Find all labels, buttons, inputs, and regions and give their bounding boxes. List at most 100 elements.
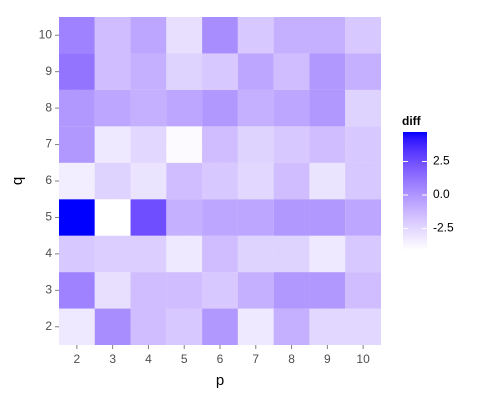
y-axis-label: q (9, 177, 26, 185)
tile (166, 199, 203, 236)
tile (59, 126, 95, 163)
tile (273, 199, 310, 236)
tile (166, 17, 203, 54)
tile (345, 53, 381, 90)
x-tick-label: 9 (324, 352, 331, 366)
tile (273, 272, 310, 309)
tile (202, 89, 238, 127)
tile (130, 17, 167, 54)
tile (273, 17, 310, 54)
tile (237, 199, 274, 236)
tile (345, 126, 381, 163)
tile (130, 126, 167, 163)
tile (237, 162, 274, 200)
tile (94, 17, 131, 54)
y-tick-label: 3 (45, 283, 52, 297)
tile (273, 126, 310, 163)
tile (309, 162, 346, 200)
x-tick-label: 8 (288, 352, 295, 366)
tile (94, 308, 131, 345)
tile (130, 272, 167, 309)
tile (94, 272, 131, 309)
tile (59, 162, 95, 200)
x-tick-label: 10 (356, 352, 370, 366)
tile (202, 53, 238, 90)
tile (166, 126, 203, 163)
x-tick-label: 4 (145, 352, 152, 366)
tile (237, 272, 274, 309)
tile (309, 126, 346, 163)
x-tick-label: 6 (217, 352, 224, 366)
tile (94, 235, 131, 273)
tile (166, 308, 203, 345)
tile (59, 235, 95, 273)
tile (237, 308, 274, 345)
x-tick-label: 7 (252, 352, 259, 366)
tile (309, 235, 346, 273)
tile (273, 308, 310, 345)
tile (202, 17, 238, 54)
legend-title: diff (402, 114, 422, 128)
colorbar (403, 132, 427, 250)
y-tick-label: 8 (45, 100, 52, 114)
tile (59, 17, 95, 54)
tile (166, 272, 203, 309)
tile (94, 53, 131, 90)
tile (166, 53, 203, 90)
x-tick-label: 2 (74, 352, 81, 366)
tile (237, 17, 274, 54)
tile (345, 235, 381, 273)
x-tick-label: 5 (181, 352, 188, 366)
x-tick-label: 3 (109, 352, 116, 366)
tile (345, 89, 381, 127)
tile (345, 162, 381, 200)
tile (130, 162, 167, 200)
tile (273, 89, 310, 127)
legend-label: 0.0 (433, 187, 450, 201)
tile (59, 53, 95, 90)
tile (202, 126, 238, 163)
tile (130, 235, 167, 273)
x-axis-label: p (216, 372, 224, 389)
y-tick-label: 4 (45, 246, 52, 260)
tile (130, 199, 167, 236)
tile (309, 199, 346, 236)
tile (166, 235, 203, 273)
tile (345, 199, 381, 236)
tile (345, 308, 381, 345)
tile (59, 199, 95, 236)
tile (59, 89, 95, 127)
tile (273, 162, 310, 200)
tile (130, 308, 167, 345)
tile (59, 272, 95, 309)
tile (237, 89, 274, 127)
y-tick-label: 5 (45, 210, 52, 224)
tile (166, 162, 203, 200)
tile (273, 53, 310, 90)
tile (130, 53, 167, 90)
tile (166, 89, 203, 127)
tile (94, 199, 131, 236)
y-tick-label: 7 (45, 137, 52, 151)
tile (237, 126, 274, 163)
tile (59, 308, 95, 345)
tile (345, 272, 381, 309)
tile (202, 235, 238, 273)
tile (273, 235, 310, 273)
tile (94, 162, 131, 200)
tile (309, 17, 346, 54)
tile (202, 199, 238, 236)
tile (345, 17, 381, 54)
tile (94, 89, 131, 127)
tile (130, 89, 167, 127)
tile (202, 308, 238, 345)
tile (309, 89, 346, 127)
tile (202, 272, 238, 309)
tile (94, 126, 131, 163)
tile (309, 308, 346, 345)
tile (202, 162, 238, 200)
tile (309, 272, 346, 309)
tile (309, 53, 346, 90)
y-tick-label: 2 (45, 319, 52, 333)
